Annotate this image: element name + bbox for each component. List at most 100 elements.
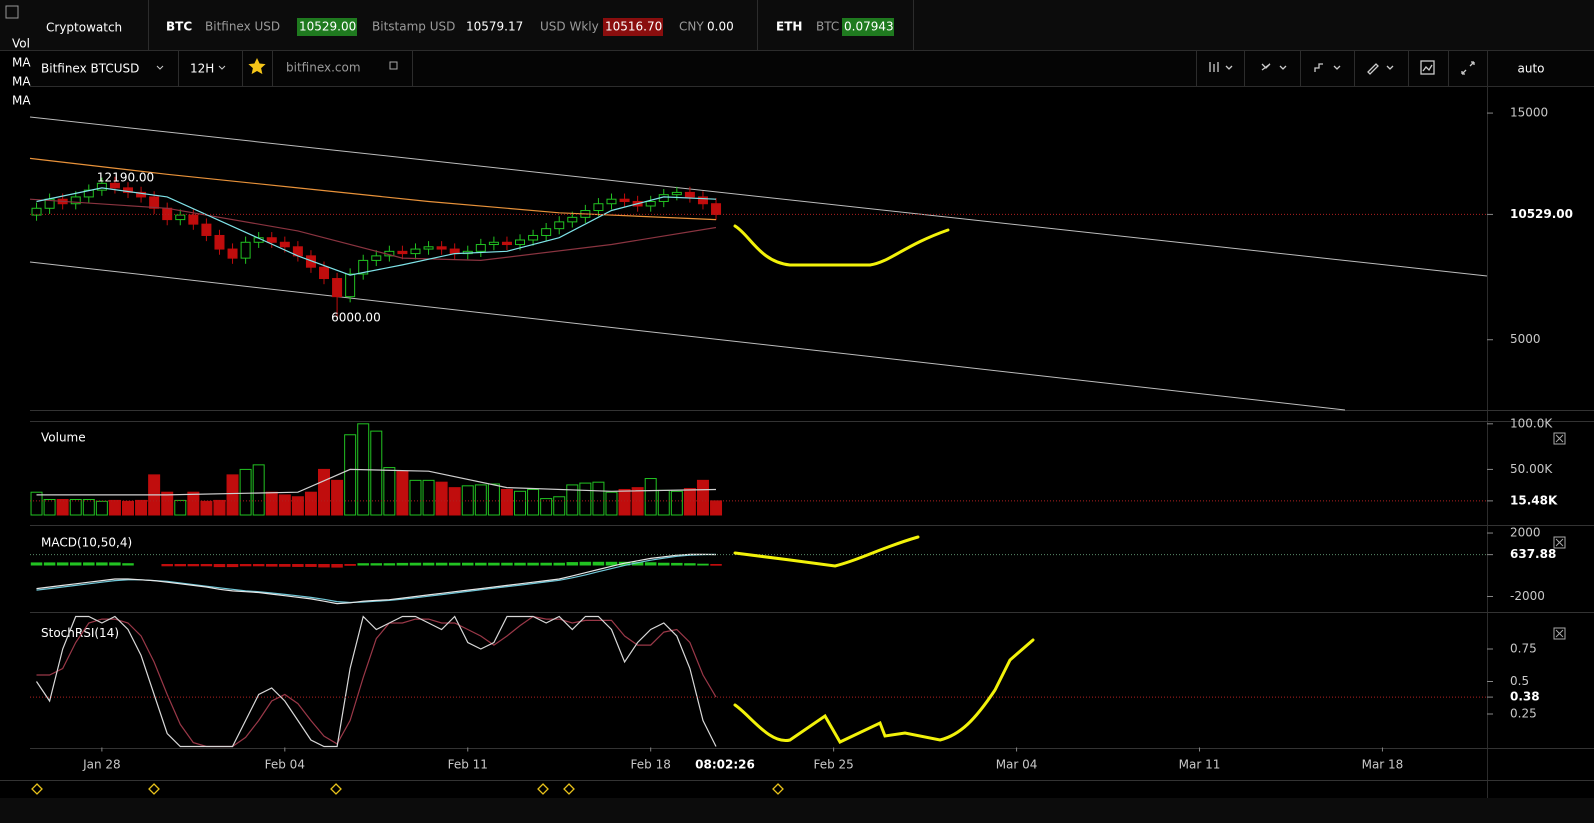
volume-bar — [435, 481, 448, 516]
macd-histogram — [684, 563, 696, 566]
x-tick-label: Feb 11 — [448, 758, 488, 772]
macd-histogram — [83, 562, 95, 566]
macd-histogram — [579, 561, 592, 566]
y-tick-label: 15000 — [1510, 106, 1548, 120]
footer-bar — [0, 798, 1594, 823]
macd-histogram — [239, 564, 252, 567]
legend-item[interactable]: MA — [12, 56, 31, 70]
volume-bar — [370, 430, 383, 516]
y-tick-label: 0.5 — [1510, 674, 1529, 688]
volume-bar — [344, 434, 357, 516]
macd-histogram — [187, 564, 200, 567]
y-tick-label: 50.00K — [1510, 462, 1553, 476]
trend-lines[interactable] — [29, 116, 1488, 411]
candle-body — [436, 246, 447, 250]
panel-dividers — [0, 410, 1594, 781]
price[interactable]: 0.07943 — [844, 20, 894, 34]
price-annotation: 12190.00 — [97, 170, 154, 184]
macd-histogram — [644, 562, 657, 566]
candle-body — [162, 207, 173, 221]
volume-bar — [553, 496, 566, 516]
price[interactable]: 10529.00 — [299, 20, 356, 34]
candle-body — [371, 255, 382, 261]
macd-histogram — [566, 562, 579, 566]
volume-bar — [56, 499, 69, 516]
candle-body — [684, 191, 695, 198]
scale-toggle[interactable]: auto — [1517, 62, 1544, 76]
price[interactable]: 10516.70 — [605, 20, 662, 34]
favorite-star[interactable] — [248, 58, 266, 75]
candle-body — [671, 191, 682, 196]
volume-bar — [122, 500, 135, 516]
candle-body — [645, 200, 656, 207]
candle-body — [358, 259, 369, 275]
macd-histogram — [527, 562, 539, 566]
candle-body — [345, 273, 356, 298]
moving-average — [29, 198, 717, 262]
source-link[interactable]: bitfinex.com — [286, 61, 361, 75]
volume-bar — [527, 488, 540, 516]
volume-bar — [396, 470, 409, 516]
volume-bar — [487, 483, 500, 516]
panel-title: MACD(10,50,4) — [41, 536, 132, 550]
candle-body — [149, 196, 160, 209]
macd-histogram — [213, 564, 226, 568]
moving-average — [36, 187, 717, 276]
x-tick-label: Feb 04 — [265, 758, 305, 772]
price-down-bg — [603, 18, 663, 36]
price[interactable]: 0.00 — [707, 20, 734, 34]
y-tick-label: 2000 — [1510, 526, 1541, 540]
pair-select[interactable]: Bitfinex BTCUSD — [41, 62, 139, 76]
stoch-k — [36, 615, 717, 748]
y-tick-label: 637.88 — [1510, 547, 1556, 561]
y-tick-label: 100.0K — [1510, 416, 1553, 430]
y-tick-label: 10529.00 — [1510, 207, 1573, 221]
macd-histogram — [553, 562, 565, 566]
market[interactable]: Bitfinex USD — [205, 20, 280, 34]
volume-bar — [43, 499, 56, 516]
candle-body — [136, 191, 147, 198]
price[interactable]: 10579.17 — [466, 20, 523, 34]
candle-body — [541, 228, 552, 236]
macd-histogram — [174, 564, 187, 567]
volume-bar — [683, 488, 696, 516]
volume-bar — [657, 489, 670, 516]
candle-body — [214, 234, 225, 250]
market[interactable]: USD Wkly — [540, 20, 599, 34]
market[interactable]: Bitstamp USD — [372, 20, 455, 34]
macd-histogram — [514, 562, 526, 566]
volume-bar — [409, 479, 422, 516]
macd-histogram — [501, 562, 513, 566]
volume-bar — [135, 499, 148, 516]
volume-bar — [226, 474, 239, 516]
brand[interactable]: Cryptowatch — [46, 21, 122, 35]
event-markers[interactable] — [31, 783, 784, 795]
macd-histogram — [252, 564, 265, 567]
volume-bar — [278, 494, 291, 516]
volume-bar — [383, 467, 396, 516]
toolbar-separators — [1196, 51, 1488, 86]
interval-select[interactable]: 12H — [190, 62, 214, 76]
candle-body — [305, 255, 316, 268]
legend-item[interactable]: Vol — [12, 37, 30, 51]
legend-item[interactable]: MA — [12, 94, 31, 108]
candle-body — [501, 241, 512, 246]
candle-body — [606, 198, 617, 205]
macd-histogram — [658, 562, 670, 566]
close-panel[interactable] — [1553, 432, 1566, 640]
macd-histogram — [226, 564, 239, 568]
volume-bar — [500, 488, 513, 516]
candle-body — [240, 241, 251, 259]
drawing[interactable] — [733, 224, 1035, 744]
market[interactable]: CNY — [679, 20, 704, 34]
candle-body — [423, 246, 434, 250]
legend-item[interactable]: MA — [12, 75, 31, 89]
menu-icon[interactable] — [5, 5, 19, 19]
toolbar-icons[interactable] — [1209, 60, 1475, 75]
market[interactable]: BTC — [816, 20, 839, 34]
x-tick-label: Feb 18 — [631, 758, 671, 772]
volume-bar — [710, 500, 723, 516]
volume-bar — [670, 490, 683, 516]
candle-body — [279, 241, 290, 248]
